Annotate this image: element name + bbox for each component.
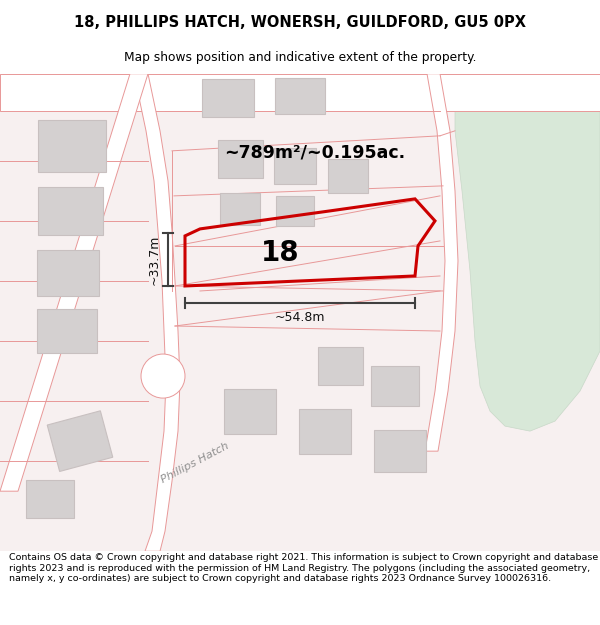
Text: Map shows position and indicative extent of the property.: Map shows position and indicative extent… bbox=[124, 51, 476, 64]
Polygon shape bbox=[37, 309, 97, 353]
Polygon shape bbox=[374, 430, 426, 472]
Polygon shape bbox=[224, 389, 276, 434]
Polygon shape bbox=[47, 411, 113, 471]
Polygon shape bbox=[202, 79, 254, 117]
Polygon shape bbox=[220, 193, 260, 225]
Polygon shape bbox=[274, 148, 316, 184]
Polygon shape bbox=[276, 196, 314, 226]
Polygon shape bbox=[134, 74, 180, 551]
Polygon shape bbox=[37, 187, 103, 235]
Polygon shape bbox=[328, 159, 368, 193]
Polygon shape bbox=[218, 140, 263, 178]
Polygon shape bbox=[317, 347, 362, 385]
Polygon shape bbox=[26, 480, 74, 518]
Polygon shape bbox=[37, 250, 99, 296]
Polygon shape bbox=[299, 409, 351, 454]
Polygon shape bbox=[425, 74, 458, 451]
Polygon shape bbox=[455, 74, 600, 431]
Text: ~789m²/~0.195ac.: ~789m²/~0.195ac. bbox=[224, 144, 406, 162]
Text: 18: 18 bbox=[260, 239, 299, 267]
Polygon shape bbox=[275, 78, 325, 114]
Text: 18, PHILLIPS HATCH, WONERSH, GUILDFORD, GU5 0PX: 18, PHILLIPS HATCH, WONERSH, GUILDFORD, … bbox=[74, 14, 526, 29]
Text: ~54.8m: ~54.8m bbox=[275, 311, 325, 324]
Polygon shape bbox=[0, 74, 600, 111]
Polygon shape bbox=[371, 366, 419, 406]
Polygon shape bbox=[38, 120, 106, 172]
Polygon shape bbox=[0, 74, 148, 491]
Circle shape bbox=[141, 354, 185, 398]
Text: ~33.7m: ~33.7m bbox=[148, 234, 161, 284]
Text: Contains OS data © Crown copyright and database right 2021. This information is : Contains OS data © Crown copyright and d… bbox=[9, 554, 598, 583]
Text: Phillips Hatch: Phillips Hatch bbox=[160, 441, 230, 485]
